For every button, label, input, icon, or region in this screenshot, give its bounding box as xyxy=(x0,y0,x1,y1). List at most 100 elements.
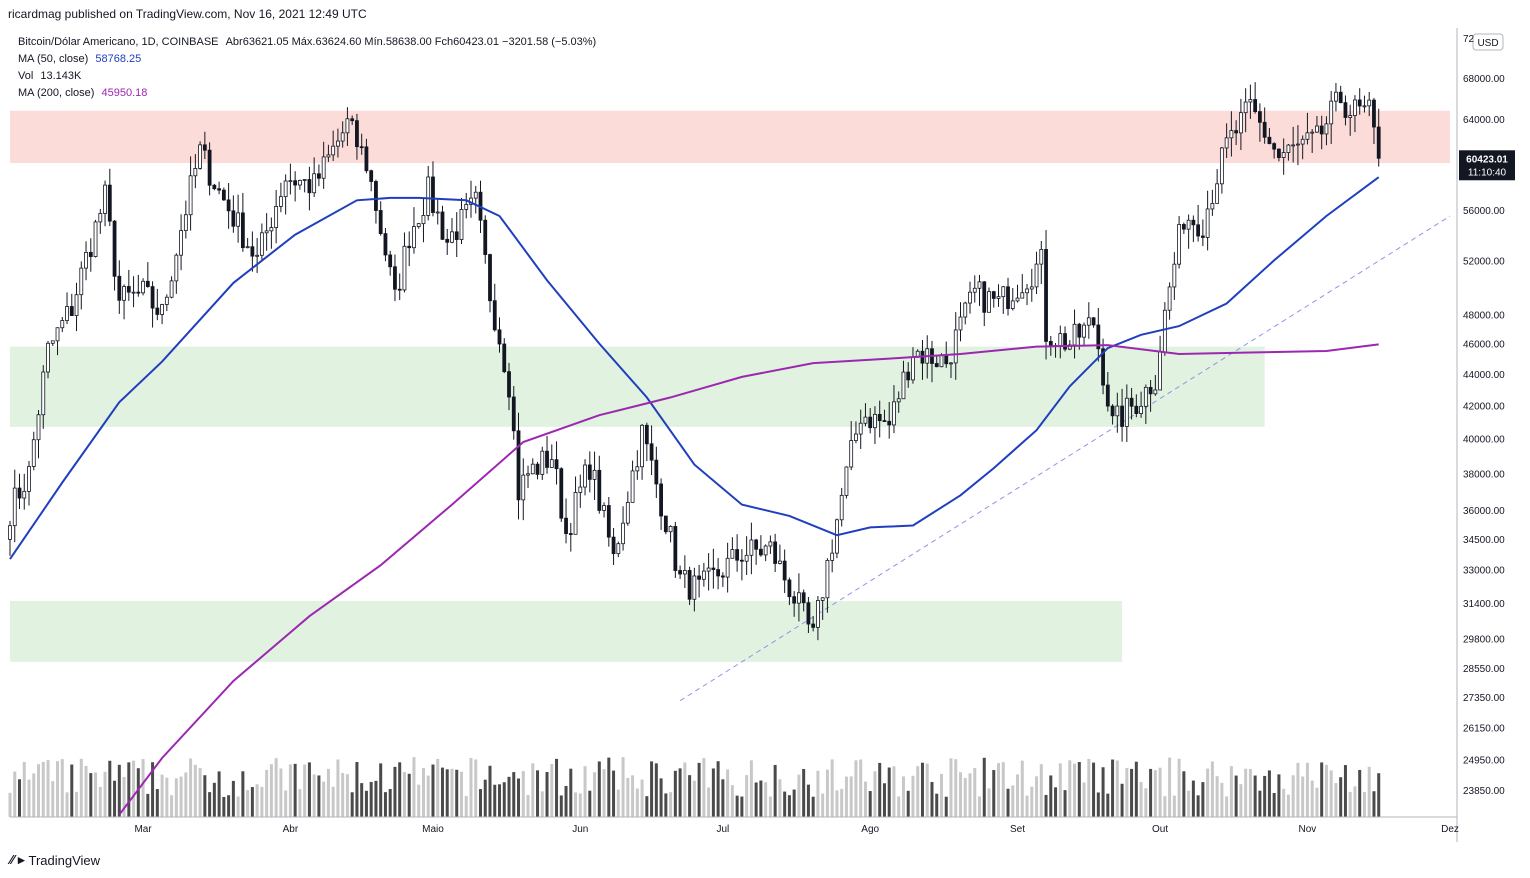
candle[interactable] xyxy=(797,592,801,604)
candle[interactable] xyxy=(816,600,820,628)
candle[interactable] xyxy=(264,230,269,234)
candle[interactable] xyxy=(359,146,364,149)
candle[interactable] xyxy=(326,154,331,158)
candle[interactable] xyxy=(502,343,507,373)
candle[interactable] xyxy=(374,181,378,211)
candle[interactable] xyxy=(977,281,982,289)
candle[interactable] xyxy=(787,579,792,598)
candle[interactable] xyxy=(336,140,340,147)
support-zone-2[interactable] xyxy=(10,600,1123,662)
candle[interactable] xyxy=(240,212,245,249)
candle[interactable] xyxy=(1063,333,1067,350)
candle[interactable] xyxy=(355,120,359,148)
candle[interactable] xyxy=(169,280,174,298)
candle[interactable] xyxy=(46,342,50,373)
candle[interactable] xyxy=(559,468,564,519)
candle[interactable] xyxy=(896,398,901,403)
ma200-line[interactable] xyxy=(118,343,1379,816)
candle[interactable] xyxy=(164,296,169,305)
candle[interactable] xyxy=(1186,219,1191,230)
candle[interactable] xyxy=(283,180,288,198)
candle[interactable] xyxy=(991,291,996,299)
candle[interactable] xyxy=(79,267,84,296)
candle[interactable] xyxy=(226,199,231,212)
candle[interactable] xyxy=(616,543,621,555)
candle[interactable] xyxy=(526,473,530,476)
candle[interactable] xyxy=(1219,147,1224,185)
candle[interactable] xyxy=(592,469,597,480)
candle[interactable] xyxy=(564,517,568,534)
candle[interactable] xyxy=(27,466,31,492)
candle[interactable] xyxy=(701,570,706,580)
candle[interactable] xyxy=(245,246,250,249)
candle[interactable] xyxy=(1124,397,1129,427)
candle[interactable] xyxy=(521,474,526,501)
vol-legend[interactable]: Vol 13.143K xyxy=(18,70,81,82)
candle[interactable] xyxy=(906,371,911,381)
candle[interactable] xyxy=(450,231,454,243)
candle[interactable] xyxy=(1376,126,1381,159)
candle[interactable] xyxy=(250,246,255,257)
candle[interactable] xyxy=(369,170,374,182)
candle[interactable] xyxy=(298,180,302,186)
candle[interactable] xyxy=(141,280,145,294)
candle[interactable] xyxy=(597,469,602,511)
candle[interactable] xyxy=(725,557,730,578)
candle[interactable] xyxy=(1148,386,1153,395)
candle[interactable] xyxy=(174,254,179,282)
candle[interactable] xyxy=(407,245,412,249)
candle[interactable] xyxy=(659,483,663,517)
candle[interactable] xyxy=(1291,144,1296,147)
candle[interactable] xyxy=(1082,324,1086,338)
candle[interactable] xyxy=(307,179,312,194)
candle[interactable] xyxy=(763,545,768,556)
candle[interactable] xyxy=(255,254,260,257)
candle[interactable] xyxy=(1129,397,1134,407)
candle[interactable] xyxy=(1277,148,1281,158)
candle[interactable] xyxy=(107,184,112,222)
candle[interactable] xyxy=(1243,101,1248,114)
candle[interactable] xyxy=(183,214,188,231)
candle[interactable] xyxy=(711,567,716,570)
candle[interactable] xyxy=(65,306,69,321)
candle[interactable] xyxy=(1039,249,1044,265)
candle[interactable] xyxy=(892,401,896,426)
candle[interactable] xyxy=(188,175,193,216)
candle[interactable] xyxy=(416,223,421,227)
candle[interactable] xyxy=(1177,224,1182,265)
candle[interactable] xyxy=(145,280,150,287)
candle[interactable] xyxy=(949,362,953,365)
candle[interactable] xyxy=(402,245,407,291)
candle[interactable] xyxy=(340,132,345,142)
candle[interactable] xyxy=(1315,125,1319,133)
candle[interactable] xyxy=(269,227,274,232)
candle[interactable] xyxy=(202,144,207,151)
candle[interactable] xyxy=(221,189,226,201)
candle[interactable] xyxy=(668,526,673,533)
candle[interactable] xyxy=(483,219,488,255)
candle[interactable] xyxy=(1110,405,1115,417)
candle[interactable] xyxy=(1338,91,1343,104)
candle[interactable] xyxy=(507,371,511,398)
candle[interactable] xyxy=(873,413,877,429)
candle[interactable] xyxy=(1372,99,1376,128)
candle[interactable] xyxy=(274,205,279,228)
candle[interactable] xyxy=(198,144,202,169)
candle[interactable] xyxy=(150,286,155,309)
candle[interactable] xyxy=(321,156,326,179)
candle[interactable] xyxy=(136,291,141,294)
candle[interactable] xyxy=(835,519,839,554)
candle[interactable] xyxy=(1253,99,1258,113)
candle[interactable] xyxy=(901,371,906,400)
candle[interactable] xyxy=(554,459,559,470)
candle[interactable] xyxy=(825,559,830,599)
candle[interactable] xyxy=(968,291,972,304)
candle[interactable] xyxy=(488,254,492,302)
candle[interactable] xyxy=(1324,123,1329,135)
currency-badge[interactable] xyxy=(1472,33,1504,51)
candle[interactable] xyxy=(735,549,740,561)
candle[interactable] xyxy=(773,541,778,564)
candle[interactable] xyxy=(673,526,678,571)
candle[interactable] xyxy=(179,230,183,256)
